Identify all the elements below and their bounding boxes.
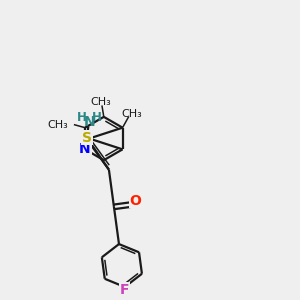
Text: CH₃: CH₃	[47, 120, 68, 130]
Text: S: S	[82, 131, 92, 145]
Text: H: H	[92, 111, 101, 124]
Text: O: O	[130, 194, 141, 208]
Text: N: N	[79, 142, 91, 156]
Text: H: H	[77, 111, 87, 124]
Text: CH₃: CH₃	[91, 97, 111, 107]
Text: N: N	[84, 115, 95, 129]
Text: CH₃: CH₃	[122, 109, 142, 119]
Text: F: F	[120, 283, 130, 297]
